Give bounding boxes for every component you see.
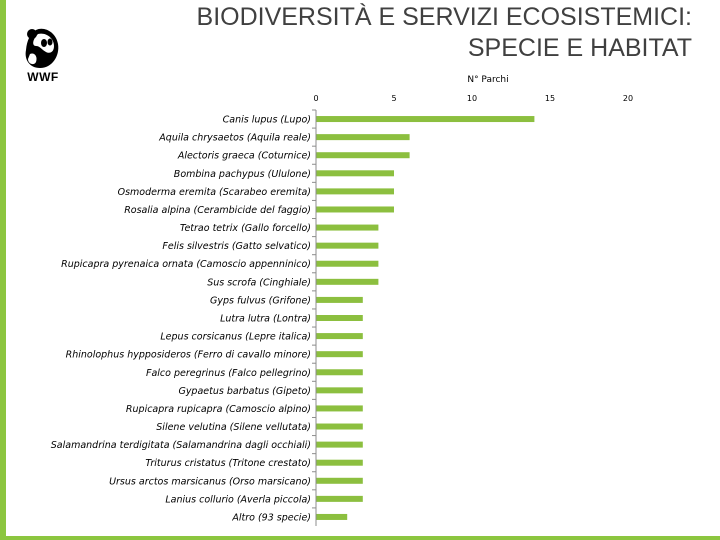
bar (316, 278, 379, 285)
x-tick-label: 10 (467, 94, 477, 103)
category-label: Gyps fulvus (Grifone) (210, 295, 311, 306)
category-label: Alectoris graeca (Coturnice) (177, 151, 311, 162)
bar (316, 170, 394, 177)
category-label: Gypaetus barbatus (Gipeto) (178, 386, 311, 397)
category-label: Lutra lutra (Lontra) (220, 314, 311, 325)
x-tick-label: 5 (391, 94, 396, 103)
x-tick-label: 15 (545, 94, 555, 103)
category-label: Tetrao tetrix (Gallo forcello) (180, 223, 311, 234)
bar (316, 296, 363, 303)
bar (316, 459, 363, 466)
bar (316, 495, 363, 502)
bar (316, 152, 410, 159)
category-label: Aquila chrysaetos (Aquila reale) (158, 133, 311, 144)
category-label: Lanius collurio (Averla piccola) (165, 494, 311, 505)
wwf-logo: WWF (22, 26, 64, 86)
bar (316, 405, 363, 412)
category-label: Falco peregrinus (Falco pellegrino) (146, 368, 311, 379)
panda-icon (25, 28, 59, 68)
bar (316, 513, 348, 520)
bar (316, 242, 379, 249)
category-label: Lepus corsicanus (Lepre italica) (160, 332, 311, 343)
category-label: Rupicapra rupicapra (Camoscio alpino) (126, 404, 311, 415)
axis-title: N° Parchi (467, 75, 508, 85)
category-label: Felis silvestris (Gatto selvatico) (162, 241, 311, 252)
bar (316, 134, 410, 141)
bar (316, 116, 535, 123)
category-label: Sus scrofa (Cinghiale) (207, 277, 311, 288)
slide-title-line2: SPECIE E HABITAT (467, 34, 692, 62)
category-label: Silene velutina (Silene vellutata) (156, 422, 311, 433)
category-label: Rosalia alpina (Cerambicide del faggio) (124, 205, 311, 216)
slide-title-line1: BIODIVERSITÀ E SERVIZI ECOSISTEMICI: (196, 3, 692, 31)
category-label: Rupicapra pyrenaica ornata (Camoscio app… (61, 259, 311, 270)
slide-title: BIODIVERSITÀ E SERVIZI ECOSISTEMICI: SPE… (72, 2, 692, 64)
bar (316, 315, 363, 321)
bar (316, 351, 363, 358)
bar (316, 206, 394, 213)
bar (316, 333, 363, 340)
category-label: Canis lupus (Lupo) (223, 115, 311, 126)
category-label: Ursus arctos marsicanus (Orso marsicano) (109, 476, 311, 487)
category-label: Triturus cristatus (Tritone crestato) (145, 458, 311, 469)
bar (316, 477, 363, 484)
logo-text: WWF (27, 70, 59, 84)
left-accent-rule (0, 0, 6, 540)
bar (316, 260, 379, 267)
x-tick-label: 20 (623, 94, 633, 103)
bar (316, 224, 379, 231)
bar (316, 369, 363, 376)
bar (316, 441, 363, 448)
bar (316, 423, 363, 430)
x-tick-label: 0 (313, 94, 318, 103)
category-label: Bombina pachypus (Ululone) (174, 169, 311, 180)
bar (316, 387, 363, 394)
category-label: Salamandrina terdigitata (Salamandrina d… (51, 440, 311, 451)
category-label: Altro (93 specie) (231, 512, 311, 523)
bar (316, 188, 394, 195)
bottom-accent-rule (0, 536, 720, 540)
category-label: Osmoderma eremita (Scarabeo eremita) (118, 187, 311, 198)
category-label: Rhinolophus hypposideros (Ferro di caval… (66, 350, 311, 361)
